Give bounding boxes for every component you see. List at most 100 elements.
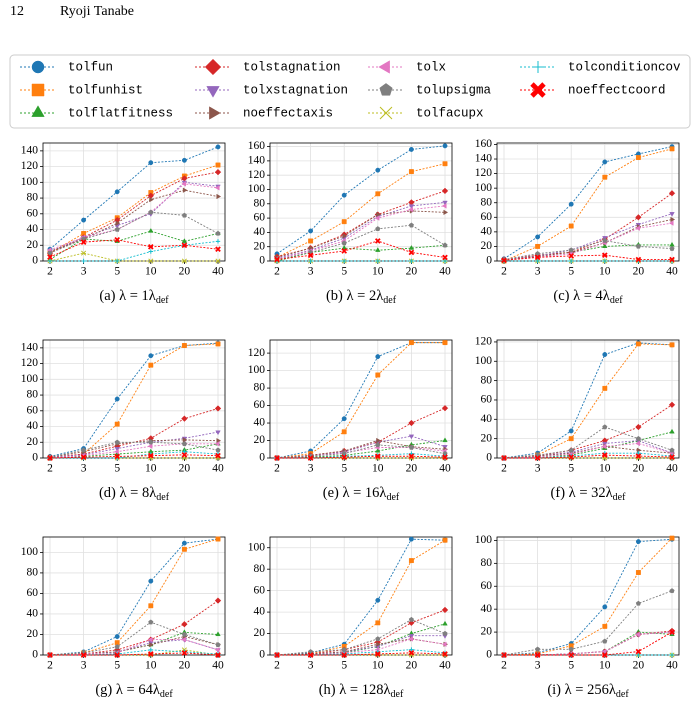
y-tick-label: 20 — [481, 626, 493, 638]
data-point — [114, 421, 120, 427]
data-point — [147, 452, 154, 459]
x-tick-label: 3 — [308, 266, 314, 278]
data-point — [214, 168, 222, 176]
data-point — [442, 143, 448, 149]
data-point — [635, 341, 641, 347]
data-point — [375, 597, 381, 603]
data-point — [181, 452, 188, 458]
data-point — [635, 631, 640, 638]
data-point — [181, 343, 187, 348]
series-line — [276, 205, 446, 260]
y-tick-label: 0 — [259, 452, 265, 464]
y-tick-label: 40 — [254, 226, 266, 238]
data-point — [47, 652, 53, 658]
data-point — [215, 447, 221, 453]
data-point — [214, 597, 222, 604]
data-point — [408, 204, 415, 210]
data-point — [669, 588, 675, 594]
data-point — [149, 196, 154, 203]
data-point — [636, 450, 641, 456]
y-tick-label: 140 — [475, 153, 493, 165]
y-tick-label: 100 — [475, 182, 493, 194]
series-line — [49, 171, 219, 254]
data-point — [214, 441, 220, 447]
data-point — [181, 212, 187, 218]
data-point — [274, 652, 280, 658]
x-tick-label: 40 — [666, 660, 678, 672]
data-point — [669, 447, 675, 453]
data-point — [215, 536, 221, 542]
data-point — [408, 650, 415, 656]
data-point — [215, 642, 221, 647]
data-point — [375, 447, 381, 453]
series-line — [49, 164, 219, 254]
x-tick-label: 5 — [114, 660, 120, 672]
legend-marker — [31, 83, 45, 97]
data-point — [569, 258, 574, 264]
data-point — [408, 244, 415, 250]
y-tick-label: 0 — [486, 649, 492, 661]
data-point — [441, 606, 449, 614]
data-point — [375, 226, 381, 232]
data-point — [568, 652, 575, 658]
data-point — [442, 340, 448, 346]
data-point — [274, 256, 280, 263]
y-tick-label: 100 — [475, 355, 493, 367]
series-line — [276, 163, 446, 258]
x-tick-label: 5 — [341, 660, 347, 672]
data-point — [534, 254, 541, 261]
data-point — [635, 225, 640, 231]
data-point — [441, 203, 447, 209]
y-tick-label: 20 — [27, 628, 39, 640]
caption-main: (d) λ = 8λ — [99, 485, 156, 501]
x-tick-label: 2 — [274, 266, 280, 278]
y-tick-label: 40 — [254, 417, 266, 429]
series-line — [49, 408, 219, 458]
data-point — [376, 437, 381, 444]
x-tick-label: 2 — [501, 660, 507, 672]
x-tick-label: 3 — [81, 660, 87, 672]
data-point — [601, 648, 607, 655]
x-tick-label: 3 — [535, 463, 541, 475]
data-point — [408, 636, 413, 642]
data-point — [341, 240, 347, 246]
data-point — [148, 362, 154, 368]
legend-marker — [379, 83, 393, 96]
data-point — [602, 604, 608, 610]
data-point — [441, 404, 449, 412]
data-point — [568, 223, 574, 229]
x-tick-label: 5 — [114, 463, 120, 475]
series-line — [276, 210, 446, 258]
data-point — [442, 454, 448, 460]
caption-subscript: def — [160, 689, 173, 700]
data-point — [215, 631, 221, 637]
data-point — [307, 652, 314, 658]
x-tick-label: 10 — [145, 266, 157, 278]
data-point — [341, 219, 347, 225]
plot-frame — [42, 536, 226, 656]
y-tick-label: 80 — [27, 389, 39, 401]
x-tick-label: 40 — [439, 660, 451, 672]
data-point — [114, 634, 120, 639]
data-point — [408, 558, 414, 564]
author: Ryoji Tanabe — [60, 4, 134, 19]
y-tick-label: 20 — [254, 240, 266, 252]
data-point — [215, 430, 221, 436]
data-point — [442, 437, 448, 443]
data-point — [441, 641, 447, 647]
legend-label: tolfacupx — [416, 106, 484, 120]
data-point — [47, 455, 53, 461]
data-point — [81, 217, 87, 223]
series-line — [503, 590, 673, 656]
y-tick-label: 0 — [259, 255, 265, 267]
y-tick-label: 60 — [254, 212, 266, 224]
data-point — [669, 241, 675, 247]
chart-caption: (h) λ = 128λdef — [319, 682, 404, 700]
y-tick-label: 60 — [27, 587, 39, 599]
y-tick-label: 100 — [248, 183, 266, 195]
x-tick-label: 40 — [439, 266, 451, 278]
data-point — [376, 641, 381, 647]
data-point — [442, 651, 448, 657]
y-tick-label: 80 — [254, 563, 266, 575]
caption-main: (g) λ = 64λ — [95, 682, 160, 698]
